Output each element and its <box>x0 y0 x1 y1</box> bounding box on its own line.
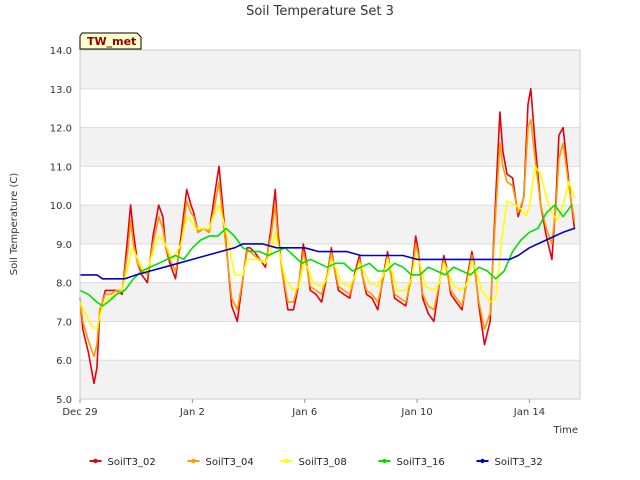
legend-item: SoilT3_32 <box>476 457 543 468</box>
series-line-SoilT3_04 <box>79 119 576 358</box>
x-axis-title: Time <box>553 425 578 436</box>
legend-marker <box>284 458 289 464</box>
legend-item: SoilT3_16 <box>378 457 445 468</box>
y-tick-label: 11.0 <box>50 162 72 173</box>
legend-label: SoilT3_32 <box>495 457 543 468</box>
x-tick-label: Jan 10 <box>400 407 432 418</box>
y-axis-title: Soil Temperature (C) <box>9 173 20 276</box>
y-tick-label: 10.0 <box>50 201 72 212</box>
y-tick-label: 13.0 <box>50 85 72 96</box>
station-label-box <box>79 32 142 50</box>
y-axis-ticks: 5.0 6.0 7.0 8.0 9.0 10.0 11.0 12.0 13.0 14.0 <box>50 46 72 406</box>
y-tick-label: 12.0 <box>50 124 72 135</box>
chart-title: Soil Temperature Set 3 <box>246 4 394 19</box>
station-label-text: TW_met <box>87 35 136 48</box>
legend-marker <box>93 458 98 464</box>
y-tick-label: 14.0 <box>50 46 72 57</box>
x-tick-label: Jan 6 <box>291 407 317 418</box>
series-line-SoilT3_32 <box>79 227 576 280</box>
series-line-SoilT3_08 <box>79 165 576 331</box>
legend-label: SoilT3_16 <box>397 457 445 468</box>
x-axis-ticks: Dec 29 Jan 2 Jan 6 Jan 10 Jan 14 <box>62 399 545 418</box>
legend: SoilT3_02 SoilT3_04 SoilT3_08 SoilT3_16 Soil… <box>89 457 543 468</box>
grid-band <box>80 282 580 322</box>
legend-label: SoilT3_04 <box>206 457 254 468</box>
station-label: TW_met <box>79 32 142 50</box>
legend-marker <box>191 458 196 464</box>
legend-marker <box>382 458 387 464</box>
legend-marker <box>480 458 485 464</box>
grid-band <box>80 50 580 89</box>
y-tick-label: 7.0 <box>56 317 72 328</box>
grid-band <box>80 127 580 167</box>
x-tick-label: Dec 29 <box>62 407 97 418</box>
y-tick-label: 8.0 <box>56 279 72 290</box>
legend-item: SoilT3_08 <box>280 457 347 468</box>
y-tick-label: 5.0 <box>56 395 72 406</box>
legend-item: SoilT3_04 <box>187 457 254 468</box>
plot-frame <box>79 49 581 400</box>
grid-band <box>80 360 580 399</box>
legend-label: SoilT3_02 <box>108 457 156 468</box>
legend-label: SoilT3_08 <box>299 457 347 468</box>
series-line-SoilT3_16 <box>79 204 573 307</box>
series-lines <box>79 88 576 385</box>
legend-item: SoilT3_02 <box>89 457 156 468</box>
x-tick-label: Jan 2 <box>179 407 205 418</box>
y-tick-label: 9.0 <box>56 240 72 251</box>
x-tick-label: Jan 14 <box>513 407 545 418</box>
y-tick-label: 6.0 <box>56 356 72 367</box>
